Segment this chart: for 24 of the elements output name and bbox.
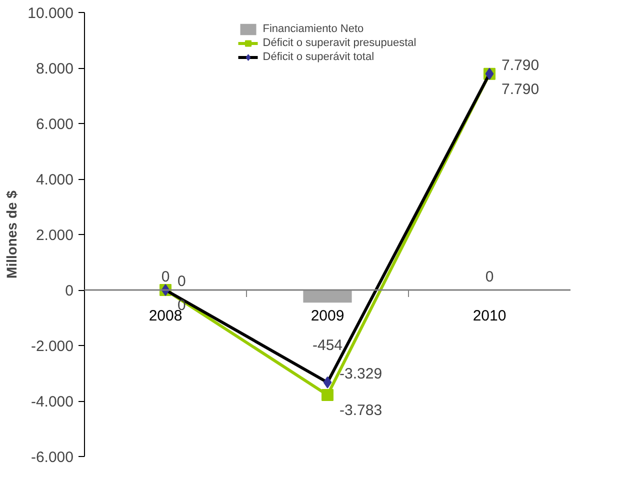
data-label: 0 bbox=[178, 273, 186, 290]
y-tick-label: 2.000 bbox=[36, 227, 74, 244]
y-tick-label: -2.000 bbox=[30, 338, 74, 355]
x-tick-label: 2010 bbox=[472, 307, 506, 324]
legend-label: Financiamiento Neto bbox=[262, 22, 364, 36]
point bbox=[322, 388, 334, 401]
y-axis-title: Millones de $ bbox=[4, 190, 20, 278]
data-label: 7.790 bbox=[502, 80, 540, 98]
data-label: -3.329 bbox=[340, 365, 382, 382]
x-tick-label: 2009 bbox=[310, 307, 344, 324]
y-tick-label: -6.000 bbox=[30, 449, 74, 466]
y-tick-label: 0 bbox=[65, 282, 74, 300]
data-label: 0 bbox=[161, 268, 170, 286]
y-tick-label: 6.000 bbox=[36, 116, 74, 133]
data-label: -454 bbox=[312, 336, 343, 354]
data-label: 0 bbox=[485, 268, 494, 286]
data-label: -3.783 bbox=[340, 402, 382, 419]
legend-label: Déficit o superávit total bbox=[262, 50, 374, 64]
y-tick-label: -4.000 bbox=[30, 394, 74, 410]
y-tick-label: 8.000 bbox=[36, 60, 74, 78]
data-label: 7.790 bbox=[502, 56, 540, 74]
y-tick-label: 4.000 bbox=[36, 172, 74, 188]
legend-label: Déficit o superavit presupuestal bbox=[262, 36, 416, 50]
y-tick-label: 10.000 bbox=[28, 5, 74, 22]
